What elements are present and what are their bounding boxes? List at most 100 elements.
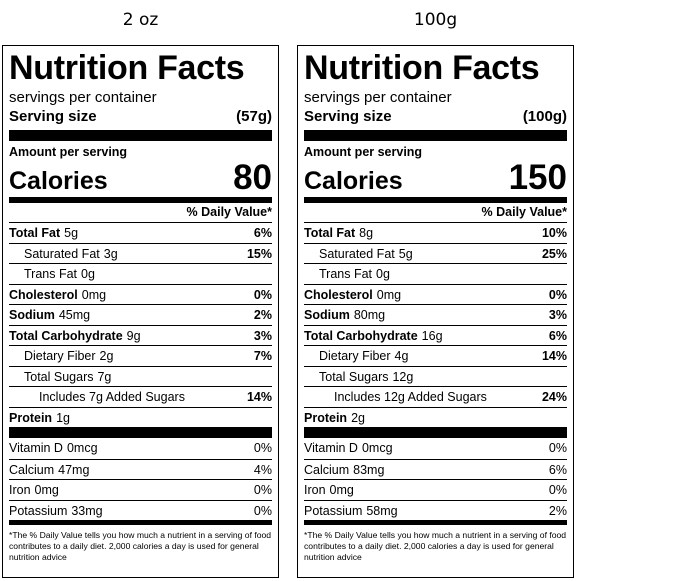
nutrient-name: Total Sugars (24, 369, 94, 384)
nutrient-amount: 16g (421, 328, 443, 343)
nutrient-row: Trans Fat 0g (304, 263, 567, 284)
nutrient-left: Dietary Fiber 2g (9, 346, 113, 366)
vitamin-row: Iron 0mg 0% (9, 479, 272, 500)
nutrient-dv: 24% (541, 390, 567, 404)
nutrient-row: Dietary Fiber 2g 7% (9, 345, 272, 366)
nutrient-name: Sodium (9, 308, 55, 322)
nutrient-row: Protein 2g (304, 406, 567, 428)
serving-size: (100g) (522, 108, 567, 125)
nutrient-amount: 0mg (81, 287, 107, 302)
nutrient-amount: 45mg (58, 308, 91, 322)
nutrient-name: Cholesterol (304, 287, 373, 302)
nutrient-name: Includes 12g Added Sugars (334, 390, 487, 404)
vitamin-row: Vitamin D 0mcg 0% (9, 438, 272, 459)
nutrient-left: Total Fat 5g (9, 223, 78, 243)
nutrient-row: Trans Fat 0g (9, 263, 272, 284)
vitamin-amount: 0mcg (361, 441, 393, 455)
nutrient-left: Includes 7g Added Sugars (9, 387, 185, 407)
nutrient-dv: 7% (253, 349, 272, 363)
vitamin-amount: 33mg (71, 503, 103, 518)
nutrient-dv: 0% (548, 287, 567, 302)
nutrient-row: Total Sugars 12g (304, 365, 567, 387)
vitamin-dv: 0% (253, 503, 272, 518)
calories-line: Calories 150 (304, 160, 567, 196)
nutrient-row: Sodium 80mg 3% (304, 304, 567, 325)
label-title: Nutrition Facts (304, 49, 540, 87)
nutrient-left: Total Carbohydrate 9g (9, 326, 141, 346)
daily-value-header: % Daily Value* (186, 205, 272, 219)
nutrient-left: Total Sugars 12g (304, 367, 413, 387)
footnote: *The % Daily Value tells you how much a … (9, 530, 272, 562)
vitamin-name: Calcium (304, 462, 350, 477)
calories-label: Calories (9, 167, 108, 195)
nutrient-row: Dietary Fiber 4g 14% (304, 345, 567, 366)
nutrient-row: Total Carbohydrate 16g 6% (304, 324, 567, 346)
vitamin-left: Calcium 47mg (9, 460, 89, 480)
calories-line: Calories 80 (9, 160, 272, 196)
nutrient-name: Trans Fat (319, 267, 373, 281)
label-heading: 100g (413, 10, 458, 30)
nutrient-amount: 5g (64, 226, 79, 240)
nutrient-name: Saturated Fat (24, 246, 100, 261)
servings-line: servings per container (304, 88, 567, 107)
nutrient-row: Cholesterol 0mg 0% (304, 283, 567, 305)
nutrient-amount: 12g (392, 369, 414, 384)
amount-per-serving: Amount per serving (9, 145, 128, 159)
nutrient-amount: 8g (359, 226, 374, 240)
nutrient-left: Protein 1g (9, 408, 70, 428)
nutrient-amount: 0mg (376, 287, 402, 302)
vitamin-name: Iron (304, 483, 326, 497)
calories-label: Calories (304, 167, 403, 195)
nutrient-name: Includes 7g Added Sugars (39, 390, 185, 404)
vitamin-left: Iron 0mg (9, 480, 59, 500)
serving-size-line: Serving size (57g) (9, 107, 272, 126)
daily-value-header: % Daily Value* (481, 205, 567, 219)
amount-per-serving: Amount per serving (304, 145, 423, 159)
nutrient-amount: 3g (103, 246, 118, 261)
nutrient-row: Total Sugars 7g (9, 365, 272, 387)
vitamin-name: Vitamin D (304, 441, 358, 455)
serving-size: (57g) (236, 108, 272, 125)
nutrient-dv: 15% (246, 246, 272, 261)
nutrient-amount: 2g (351, 410, 365, 425)
thick-bar (304, 427, 567, 438)
nutrition-label: Nutrition Facts servings per container Ser… (2, 45, 279, 578)
footnote: *The % Daily Value tells you how much a … (304, 530, 567, 562)
nutrient-left: Sodium 80mg (304, 305, 385, 325)
nutrient-amount: 4g (394, 349, 409, 363)
vitamin-left: Calcium 83mg (304, 460, 384, 480)
nutrient-dv: 25% (541, 246, 567, 261)
vitamin-dv: 2% (548, 503, 567, 518)
serving-size-line: Serving size (100g) (304, 107, 567, 126)
nutrient-name: Dietary Fiber (319, 349, 391, 363)
vitamin-dv: 0% (548, 441, 567, 455)
nutrient-name: Protein (304, 410, 348, 425)
nutrient-amount: 5g (398, 246, 413, 261)
nutrient-row: Total Carbohydrate 9g 3% (9, 324, 272, 346)
nutrient-name: Total Sugars (319, 369, 389, 384)
vitamin-dv: 0% (253, 483, 272, 497)
vitamin-amount: 83mg (353, 462, 385, 477)
nutrient-row: Total Fat 5g 6% (9, 222, 272, 243)
nutrient-left: Cholesterol 0mg (9, 285, 106, 305)
vitamin-left: Vitamin D 0mcg (9, 438, 98, 459)
nutrient-left: Sodium 45mg (9, 305, 90, 325)
vitamin-name: Vitamin D (9, 441, 63, 455)
nutrient-name: Dietary Fiber (24, 349, 96, 363)
nutrient-row: Includes 12g Added Sugars 24% (304, 386, 567, 407)
medium-bar (9, 520, 272, 525)
medium-bar (304, 197, 567, 203)
vitamin-left: Potassium 58mg (304, 501, 398, 521)
nutrient-amount: 7g (97, 369, 112, 384)
nutrient-amount: 2g (99, 349, 114, 363)
vitamin-amount: 47mg (58, 462, 90, 477)
nutrient-dv: 6% (253, 226, 272, 240)
vitamin-row: Potassium 33mg 0% (9, 499, 272, 521)
nutrient-left: Trans Fat 0g (304, 264, 390, 284)
nutrient-row: Saturated Fat 5g 25% (304, 242, 567, 264)
nutrient-left: Total Fat 8g (304, 223, 373, 243)
vitamin-dv: 6% (548, 462, 567, 477)
nutrient-name: Total Carbohydrate (304, 328, 418, 343)
nutrient-name: Trans Fat (24, 267, 78, 281)
